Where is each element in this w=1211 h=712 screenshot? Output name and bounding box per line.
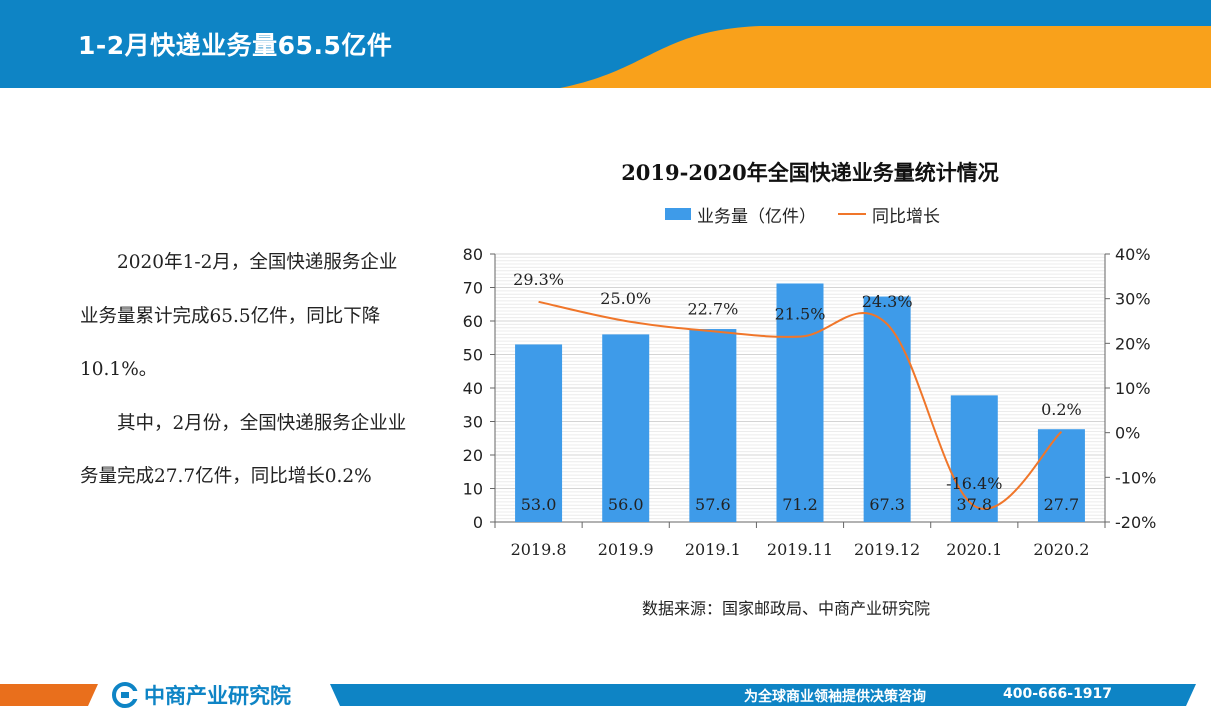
- bar-value-label: 37.8: [956, 495, 992, 514]
- bar-value-label: 71.2: [782, 495, 818, 514]
- bar: [776, 283, 824, 522]
- left-tick-label: 0: [473, 513, 483, 532]
- bar-value-label: 67.3: [869, 495, 905, 514]
- bar: [515, 344, 563, 522]
- right-tick-label: -20%: [1115, 513, 1156, 532]
- left-tick-label: 10: [463, 480, 483, 499]
- legend-label-growth: 同比增长: [872, 206, 940, 227]
- growth-value-label: -16.4%: [946, 474, 1002, 493]
- brand-logo-icon: [112, 682, 138, 708]
- footer-phone: 400-666-1917: [1003, 686, 1113, 702]
- growth-value-label: 24.3%: [862, 292, 913, 311]
- x-tick-label: 2019.1: [685, 540, 741, 559]
- legend-bar-swatch: [665, 208, 691, 220]
- x-tick-label: 2019.8: [511, 540, 567, 559]
- footer-background: [0, 684, 1196, 706]
- growth-value-label: 29.3%: [513, 270, 564, 289]
- left-tick-label: 80: [463, 245, 483, 264]
- left-tick-label: 50: [463, 346, 483, 365]
- bar: [689, 329, 737, 522]
- bar: [602, 334, 650, 522]
- footer-logo: 中商产业研究院: [112, 682, 291, 708]
- combo-chart: 0 10 20 30 40 50 60 70 80 -20% -10% 0% 10% 20% 30% 40% 2…: [463, 245, 1157, 559]
- left-tick-label: 70: [463, 279, 483, 298]
- right-tick-label: 20%: [1115, 334, 1151, 353]
- data-source: 数据来源：国家邮政局、中商产业研究院: [642, 599, 931, 618]
- bar: [863, 296, 911, 522]
- header-banner: 1-2月快递业务量65.5亿件: [0, 0, 1211, 88]
- summary-text: 2020年1-2月，全国快递服务企业业务量累计完成65.5亿件，同比下降10.1…: [80, 236, 410, 504]
- x-tick-label: 2019.11: [767, 540, 833, 559]
- page-title: 1-2月快递业务量65.5亿件: [78, 31, 393, 60]
- legend-label-volume: 业务量（亿件）: [697, 206, 816, 227]
- x-tick-label: 2020.1: [946, 540, 1002, 559]
- left-tick-label: 60: [463, 312, 483, 331]
- growth-value-label: 22.7%: [687, 299, 738, 318]
- chart-legend: 业务量（亿件） 同比增长: [665, 202, 940, 227]
- growth-value-label: 0.2%: [1041, 400, 1082, 419]
- x-tick-label: 2020.2: [1033, 540, 1089, 559]
- bar-value-label: 27.7: [1044, 495, 1080, 514]
- right-tick-label: 10%: [1115, 379, 1151, 398]
- bar: [950, 395, 998, 522]
- bar-value-label: 57.6: [695, 495, 731, 514]
- footer-slogan: 为全球商业领袖提供决策咨询: [744, 689, 926, 705]
- bar: [1037, 429, 1085, 522]
- right-tick-label: 30%: [1115, 290, 1151, 309]
- bar-value-label: 53.0: [521, 495, 557, 514]
- bar-value-label: 56.0: [608, 495, 644, 514]
- right-tick-label: 0%: [1115, 424, 1140, 443]
- summary-paragraph-2: 其中，2月份，全国快递服务企业业务量完成27.7亿件，同比增长0.2%: [80, 412, 407, 488]
- footer-logo-text: 中商产业研究院: [144, 684, 291, 708]
- x-tick-label: 2019.9: [598, 540, 654, 559]
- header-background: [0, 0, 1211, 88]
- right-tick-label: -10%: [1115, 468, 1156, 487]
- x-tick-label: 2019.12: [854, 540, 920, 559]
- left-tick-label: 20: [463, 446, 483, 465]
- chart-title: 2019-2020年全国快递业务量统计情况: [621, 160, 999, 185]
- summary-paragraph-1: 2020年1-2月，全国快递服务企业业务量累计完成65.5亿件，同比下降10.1…: [80, 252, 398, 380]
- left-tick-label: 30: [463, 413, 483, 432]
- footer-bar: [0, 680, 1211, 712]
- growth-value-label: 25.0%: [600, 289, 651, 308]
- right-tick-label: 40%: [1115, 245, 1151, 264]
- legend-line-swatch: [838, 213, 866, 215]
- growth-line: [538, 300, 1063, 510]
- growth-value-label: 21.5%: [775, 305, 826, 324]
- left-tick-label: 40: [463, 379, 483, 398]
